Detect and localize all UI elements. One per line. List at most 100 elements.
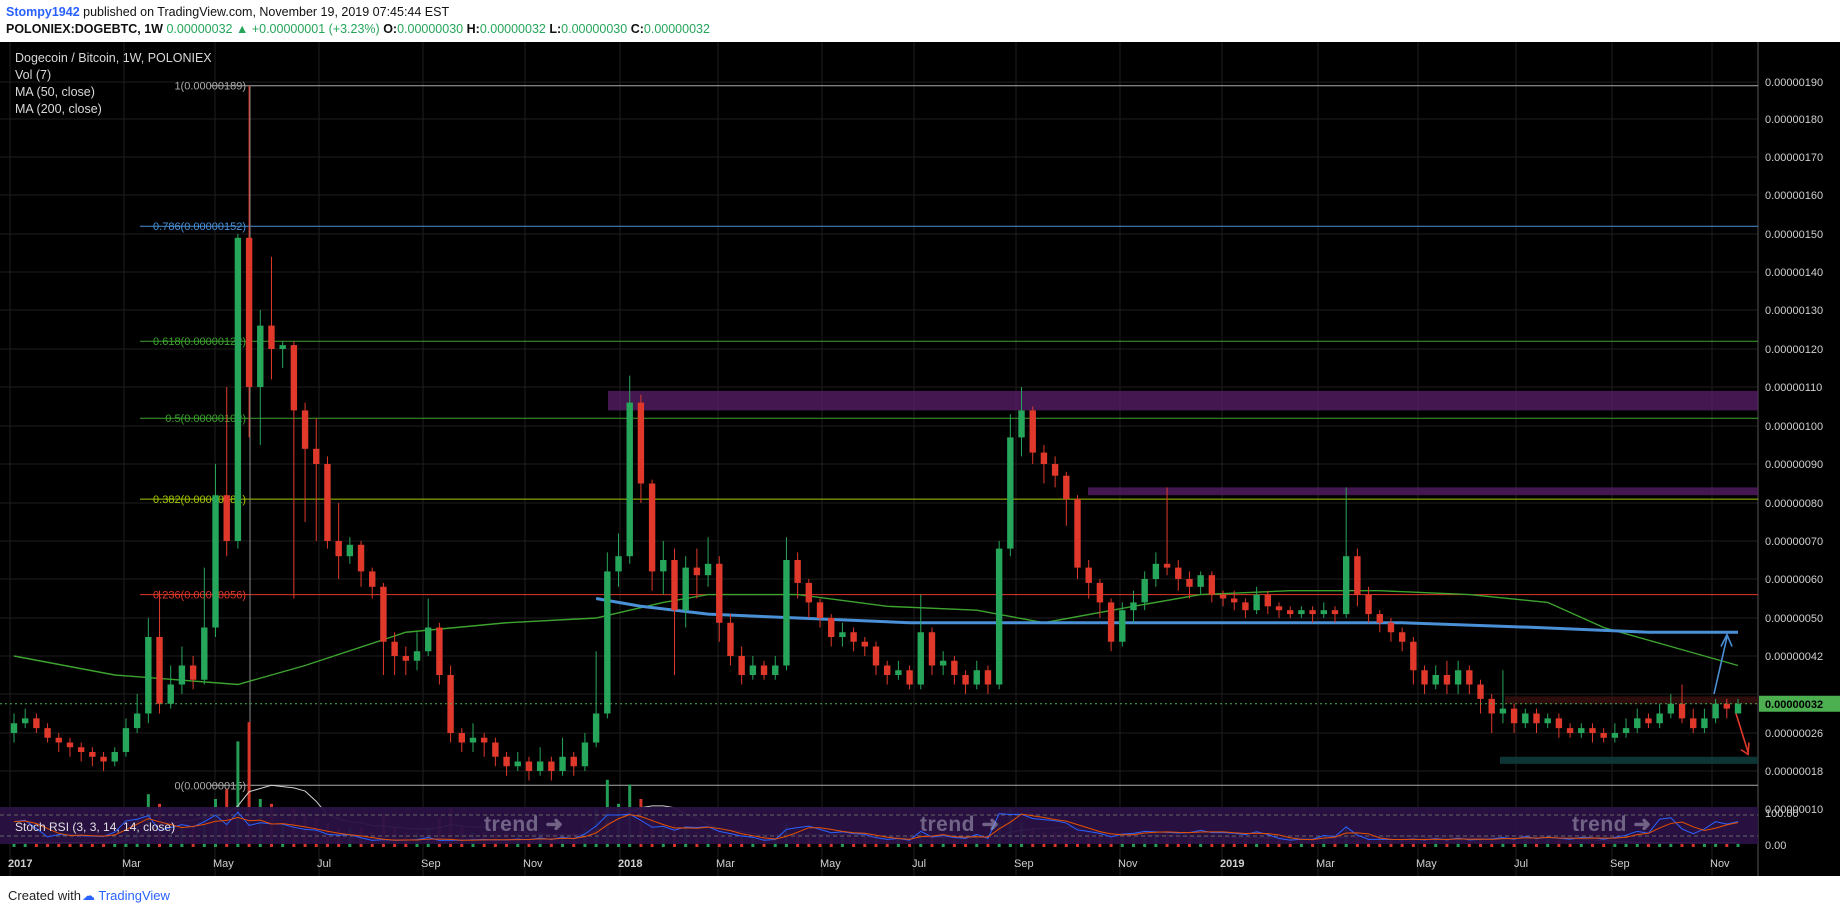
candle-body bbox=[1443, 675, 1451, 685]
y-axis-tick-label: 0.00000026 bbox=[1765, 728, 1823, 740]
candle-body bbox=[380, 586, 387, 642]
candle-body bbox=[1186, 579, 1193, 587]
stoch-rsi-label[interactable]: Stoch RSI (3, 3, 14, 14, close) bbox=[15, 820, 176, 834]
candle-body bbox=[962, 675, 969, 685]
last-price: 0.00000032 bbox=[166, 22, 233, 36]
candle-body bbox=[44, 728, 51, 738]
candle-body bbox=[1600, 733, 1607, 738]
candle-body bbox=[369, 571, 376, 587]
open-label: O: bbox=[383, 22, 398, 36]
candle-body bbox=[928, 632, 936, 666]
candle-body bbox=[324, 464, 331, 541]
x-axis-tick-label: Nov bbox=[523, 858, 543, 870]
candle-body bbox=[111, 752, 118, 762]
candle-body bbox=[704, 563, 712, 576]
candle-body bbox=[570, 756, 577, 767]
trend-watermark-2: trend ➜ bbox=[920, 813, 1000, 836]
candle-body bbox=[995, 548, 1003, 685]
candle-body bbox=[783, 560, 790, 666]
legend-ma200[interactable]: MA (200, close) bbox=[15, 102, 102, 116]
y-axis-tick-label: 0.00000150 bbox=[1765, 229, 1823, 241]
candle-body bbox=[671, 560, 678, 611]
volume-bar bbox=[57, 842, 61, 847]
last-price-badge-text: 0.00000032 bbox=[1765, 699, 1823, 711]
candle-body bbox=[660, 560, 667, 572]
x-axis-tick-label: Nov bbox=[1118, 858, 1138, 870]
candle-body bbox=[290, 345, 298, 411]
candle-body bbox=[503, 756, 510, 767]
tradingview-logo[interactable]: ☁ TradingView bbox=[82, 888, 170, 903]
tradingview-brand[interactable]: TradingView bbox=[98, 888, 170, 903]
candle-body bbox=[156, 637, 163, 704]
x-axis-tick-label: Jul bbox=[1514, 858, 1528, 870]
y-axis-tick-label: 0.00000110 bbox=[1765, 382, 1822, 394]
x-axis-tick-label: May bbox=[1416, 858, 1437, 870]
candle-body bbox=[313, 448, 320, 464]
legend-ma50[interactable]: MA (50, close) bbox=[15, 85, 95, 99]
chart-area[interactable]: 1(0.00000189) 0.786(0.00000152) 0.618(0.00… bbox=[0, 42, 1840, 876]
fib-level-label: 0.618(0.00000122) bbox=[153, 336, 246, 348]
trend-watermark-1: trend ➜ bbox=[484, 813, 564, 836]
candle-body bbox=[1085, 567, 1092, 583]
candle-body bbox=[816, 602, 824, 618]
author-link[interactable]: Stompy1942 bbox=[6, 5, 80, 19]
x-axis-tick-label: 2018 bbox=[618, 858, 642, 870]
candle-body bbox=[268, 325, 275, 349]
ohlc-line: POLONIEX:DOGEBTC, 1W 0.00000032 ▲ +0.000… bbox=[6, 22, 710, 36]
x-axis-tick-label: May bbox=[213, 858, 234, 870]
legend-volume[interactable]: Vol (7) bbox=[15, 68, 52, 82]
candle-body bbox=[1152, 563, 1160, 579]
volume-bar bbox=[1725, 842, 1729, 847]
candle-body bbox=[1163, 563, 1171, 568]
volume-bar bbox=[1635, 842, 1639, 847]
volume-bar bbox=[1613, 842, 1617, 847]
candle-body bbox=[1275, 606, 1283, 611]
candle-body bbox=[492, 742, 499, 757]
y-axis-tick-label: 0.00000060 bbox=[1765, 574, 1823, 586]
candle-body bbox=[839, 632, 846, 637]
close-value: 0.00000032 bbox=[643, 22, 710, 36]
y-axis-tick-label: 0.00000120 bbox=[1765, 344, 1823, 356]
candle-body bbox=[794, 560, 801, 583]
candle-body bbox=[1264, 594, 1272, 607]
volume-bar bbox=[90, 842, 94, 847]
candle-body bbox=[1622, 728, 1630, 733]
red-zone bbox=[1505, 696, 1758, 704]
candle-body bbox=[1432, 675, 1439, 685]
candle-body bbox=[727, 622, 734, 656]
candle-body bbox=[626, 402, 633, 557]
candle-body bbox=[592, 713, 600, 743]
high-value: 0.00000032 bbox=[479, 22, 546, 36]
candle-body bbox=[33, 718, 40, 729]
volume-bar bbox=[1669, 842, 1673, 847]
volume-bar bbox=[1714, 842, 1718, 847]
candle-body bbox=[77, 747, 85, 752]
candle-body bbox=[1197, 575, 1204, 587]
candle-body bbox=[178, 665, 186, 685]
candle-body bbox=[1410, 641, 1417, 671]
close-label: C: bbox=[630, 22, 644, 36]
candle-body bbox=[1678, 703, 1686, 719]
candle-body bbox=[648, 483, 656, 572]
fib-level-label: 0.236(0.00000056) bbox=[153, 590, 246, 602]
x-axis-tick-label: Jul bbox=[912, 858, 926, 870]
publish-date: published on TradingView.com, November 1… bbox=[83, 5, 450, 19]
candle-body bbox=[1454, 670, 1462, 685]
candle-body bbox=[1365, 594, 1372, 615]
candle-body bbox=[1320, 610, 1327, 615]
candle-body bbox=[145, 637, 152, 714]
y-axis-tick-label: 0.00000080 bbox=[1765, 498, 1823, 510]
candle-body bbox=[1522, 713, 1529, 724]
chart-canvas[interactable]: 1(0.00000189) 0.786(0.00000152) 0.618(0.00… bbox=[0, 42, 1840, 876]
candle-body bbox=[436, 627, 443, 675]
candle-body bbox=[872, 646, 880, 666]
volume-bar bbox=[1658, 842, 1662, 847]
candle-body bbox=[1510, 708, 1518, 724]
stoch-axis-label: 100.00 bbox=[1765, 808, 1799, 820]
x-axis-tick-label: May bbox=[820, 858, 841, 870]
x-axis-tick-label: Jul bbox=[317, 858, 331, 870]
candle-body bbox=[1701, 718, 1708, 729]
candle-body bbox=[1040, 452, 1048, 464]
candle-body bbox=[1231, 598, 1238, 603]
candle-body bbox=[223, 495, 230, 541]
